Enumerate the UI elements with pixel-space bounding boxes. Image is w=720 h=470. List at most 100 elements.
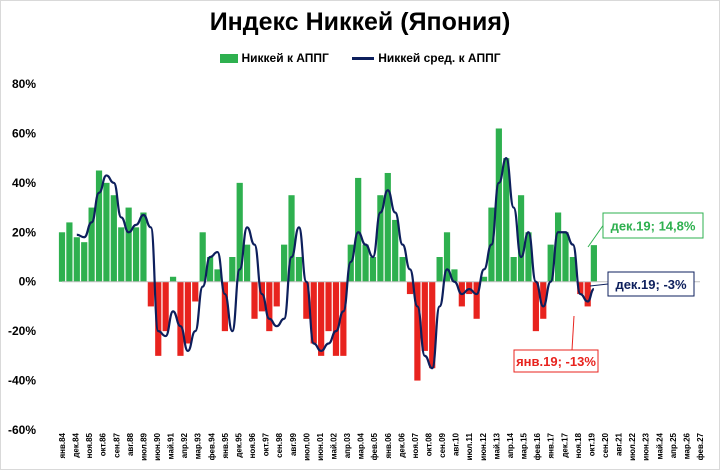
x-tick-label: авг.21 — [615, 432, 624, 456]
bar-июл.92 — [184, 281, 191, 344]
x-tick-label: июн.23 — [642, 432, 651, 460]
bar-янв.92 — [177, 281, 184, 356]
x-tick-label: ноя.07 — [411, 432, 420, 458]
bar-янв.95 — [221, 281, 228, 332]
x-tick-label: июн.12 — [479, 432, 488, 460]
line-series — [76, 157, 595, 370]
bar-янв.84 — [58, 232, 66, 282]
bar-июл.96 — [244, 244, 251, 282]
x-tick-label: май.13 — [492, 432, 501, 459]
bar-янв.08 — [414, 281, 421, 381]
x-tick-label: ноя.85 — [85, 432, 94, 458]
x-tick-label: июл.89 — [139, 432, 148, 460]
annotation-label: дек.19; -3% — [615, 277, 687, 292]
bar-июл.08 — [421, 281, 428, 351]
x-tick-label: июн.90 — [153, 432, 162, 460]
y-tick-label: 40% — [12, 176, 36, 190]
bar-июл.94 — [214, 269, 221, 282]
bar-июл.84 — [66, 222, 73, 282]
x-tick-label: сен.09 — [438, 432, 447, 457]
x-tick-label: июл.22 — [628, 432, 637, 460]
x-tick-label: фев.27 — [696, 432, 705, 460]
bar-июл.12 — [480, 276, 488, 282]
x-tick-label: окт.19 — [587, 432, 596, 456]
annotation-label: дек.19; 14,8% — [611, 219, 696, 234]
bar-янв.02 — [325, 281, 332, 332]
bar-янв.05 — [369, 257, 377, 282]
annotation-1: дек.19; 14,8% — [587, 212, 704, 248]
bar-янв.88 — [118, 227, 125, 282]
bar-янв.98 — [266, 281, 273, 332]
annotation-label: янв.19; -13% — [516, 354, 596, 369]
x-tick-label: мар.93 — [194, 432, 203, 459]
bar-июл.11 — [466, 281, 473, 295]
x-tick-label: дек.06 — [397, 432, 406, 457]
x-tick-label: ноя.96 — [248, 432, 257, 458]
bar-янв.14 — [503, 158, 510, 282]
y-tick-label: 20% — [12, 225, 36, 239]
annotation-box — [607, 271, 695, 297]
bar-янв.91 — [162, 281, 169, 332]
y-tick-label: 80% — [12, 77, 36, 91]
x-tick-label: дек.95 — [234, 432, 243, 457]
bar-янв.04 — [355, 177, 362, 282]
x-tick-label: фев.05 — [370, 432, 379, 460]
x-tick-label: янв.84 — [58, 432, 67, 458]
x-tick-label: авг.99 — [289, 432, 298, 456]
annotation-leader — [589, 283, 609, 287]
x-tick-label: сен.87 — [112, 432, 121, 457]
y-tick-label: 60% — [12, 126, 36, 140]
x-tick-label: окт.86 — [99, 432, 108, 456]
bar-янв.96 — [236, 182, 243, 282]
bar-июл.95 — [229, 257, 236, 282]
x-tick-label: дек.84 — [72, 432, 81, 457]
bar-янв.15 — [517, 195, 525, 282]
x-tick-label: сен.98 — [275, 432, 284, 457]
x-tick-label: май.91 — [167, 432, 176, 459]
bar-июл.19 — [584, 281, 591, 307]
bar-янв.10 — [443, 232, 451, 282]
y-tick-label: -40% — [8, 374, 36, 388]
chart-title: Индекс Никкей (Япония) — [209, 8, 511, 36]
bar-янв.85 — [73, 237, 80, 282]
bar-июл.99 — [288, 195, 295, 282]
y-axis-ticks: 80% 60% 40% 20% 0% -20% -40% -60% — [8, 77, 36, 437]
bar-июл.90 — [155, 281, 162, 356]
bar-июл.01 — [318, 281, 325, 356]
x-tick-label: фев.16 — [533, 432, 542, 460]
legend-item-bars: Никкей к АППГ — [219, 51, 329, 65]
bar-янв.16 — [532, 281, 539, 332]
bar-июл.17 — [554, 212, 562, 282]
x-tick-label: мар.26 — [682, 432, 691, 459]
bar-дек.19 — [590, 245, 597, 282]
bar-июл.87 — [110, 195, 117, 282]
bar-янв.12 — [473, 281, 480, 319]
bar-янв.94 — [206, 257, 214, 282]
bar-янв.00 — [295, 257, 303, 282]
bar-янв.89 — [132, 227, 140, 282]
x-tick-label: мар.15 — [520, 432, 529, 459]
bar-янв.99 — [281, 244, 288, 282]
x-tick-label: фев.94 — [207, 432, 216, 460]
bar-июл.07 — [406, 281, 414, 295]
legend-swatch-line — [352, 57, 375, 61]
legend-swatch-bars — [219, 54, 238, 64]
x-tick-label: авг.10 — [452, 432, 461, 456]
annotation-box — [513, 349, 599, 373]
annotations: дек.19; 14,8% дек.19; -3% янв.19; -13% — [513, 212, 704, 373]
annotation-3: янв.19; -13% — [513, 315, 599, 373]
bar-янв.19 — [577, 281, 584, 295]
annotation-leader — [587, 225, 604, 248]
y-tick-label: 0% — [19, 275, 37, 289]
x-tick-label: янв.06 — [384, 432, 393, 458]
bar-июл.02 — [332, 281, 340, 356]
bar-июл.98 — [273, 281, 280, 307]
x-tick-label: окт.97 — [262, 432, 271, 456]
line-average — [76, 157, 595, 370]
x-tick-label: июн.01 — [316, 432, 325, 460]
x-tick-label: янв.95 — [221, 432, 230, 458]
x-tick-label: май.02 — [329, 432, 338, 459]
bar-янв.18 — [562, 232, 569, 282]
x-tick-label: авг.88 — [126, 432, 135, 456]
x-tick-label: апр.03 — [343, 432, 352, 458]
